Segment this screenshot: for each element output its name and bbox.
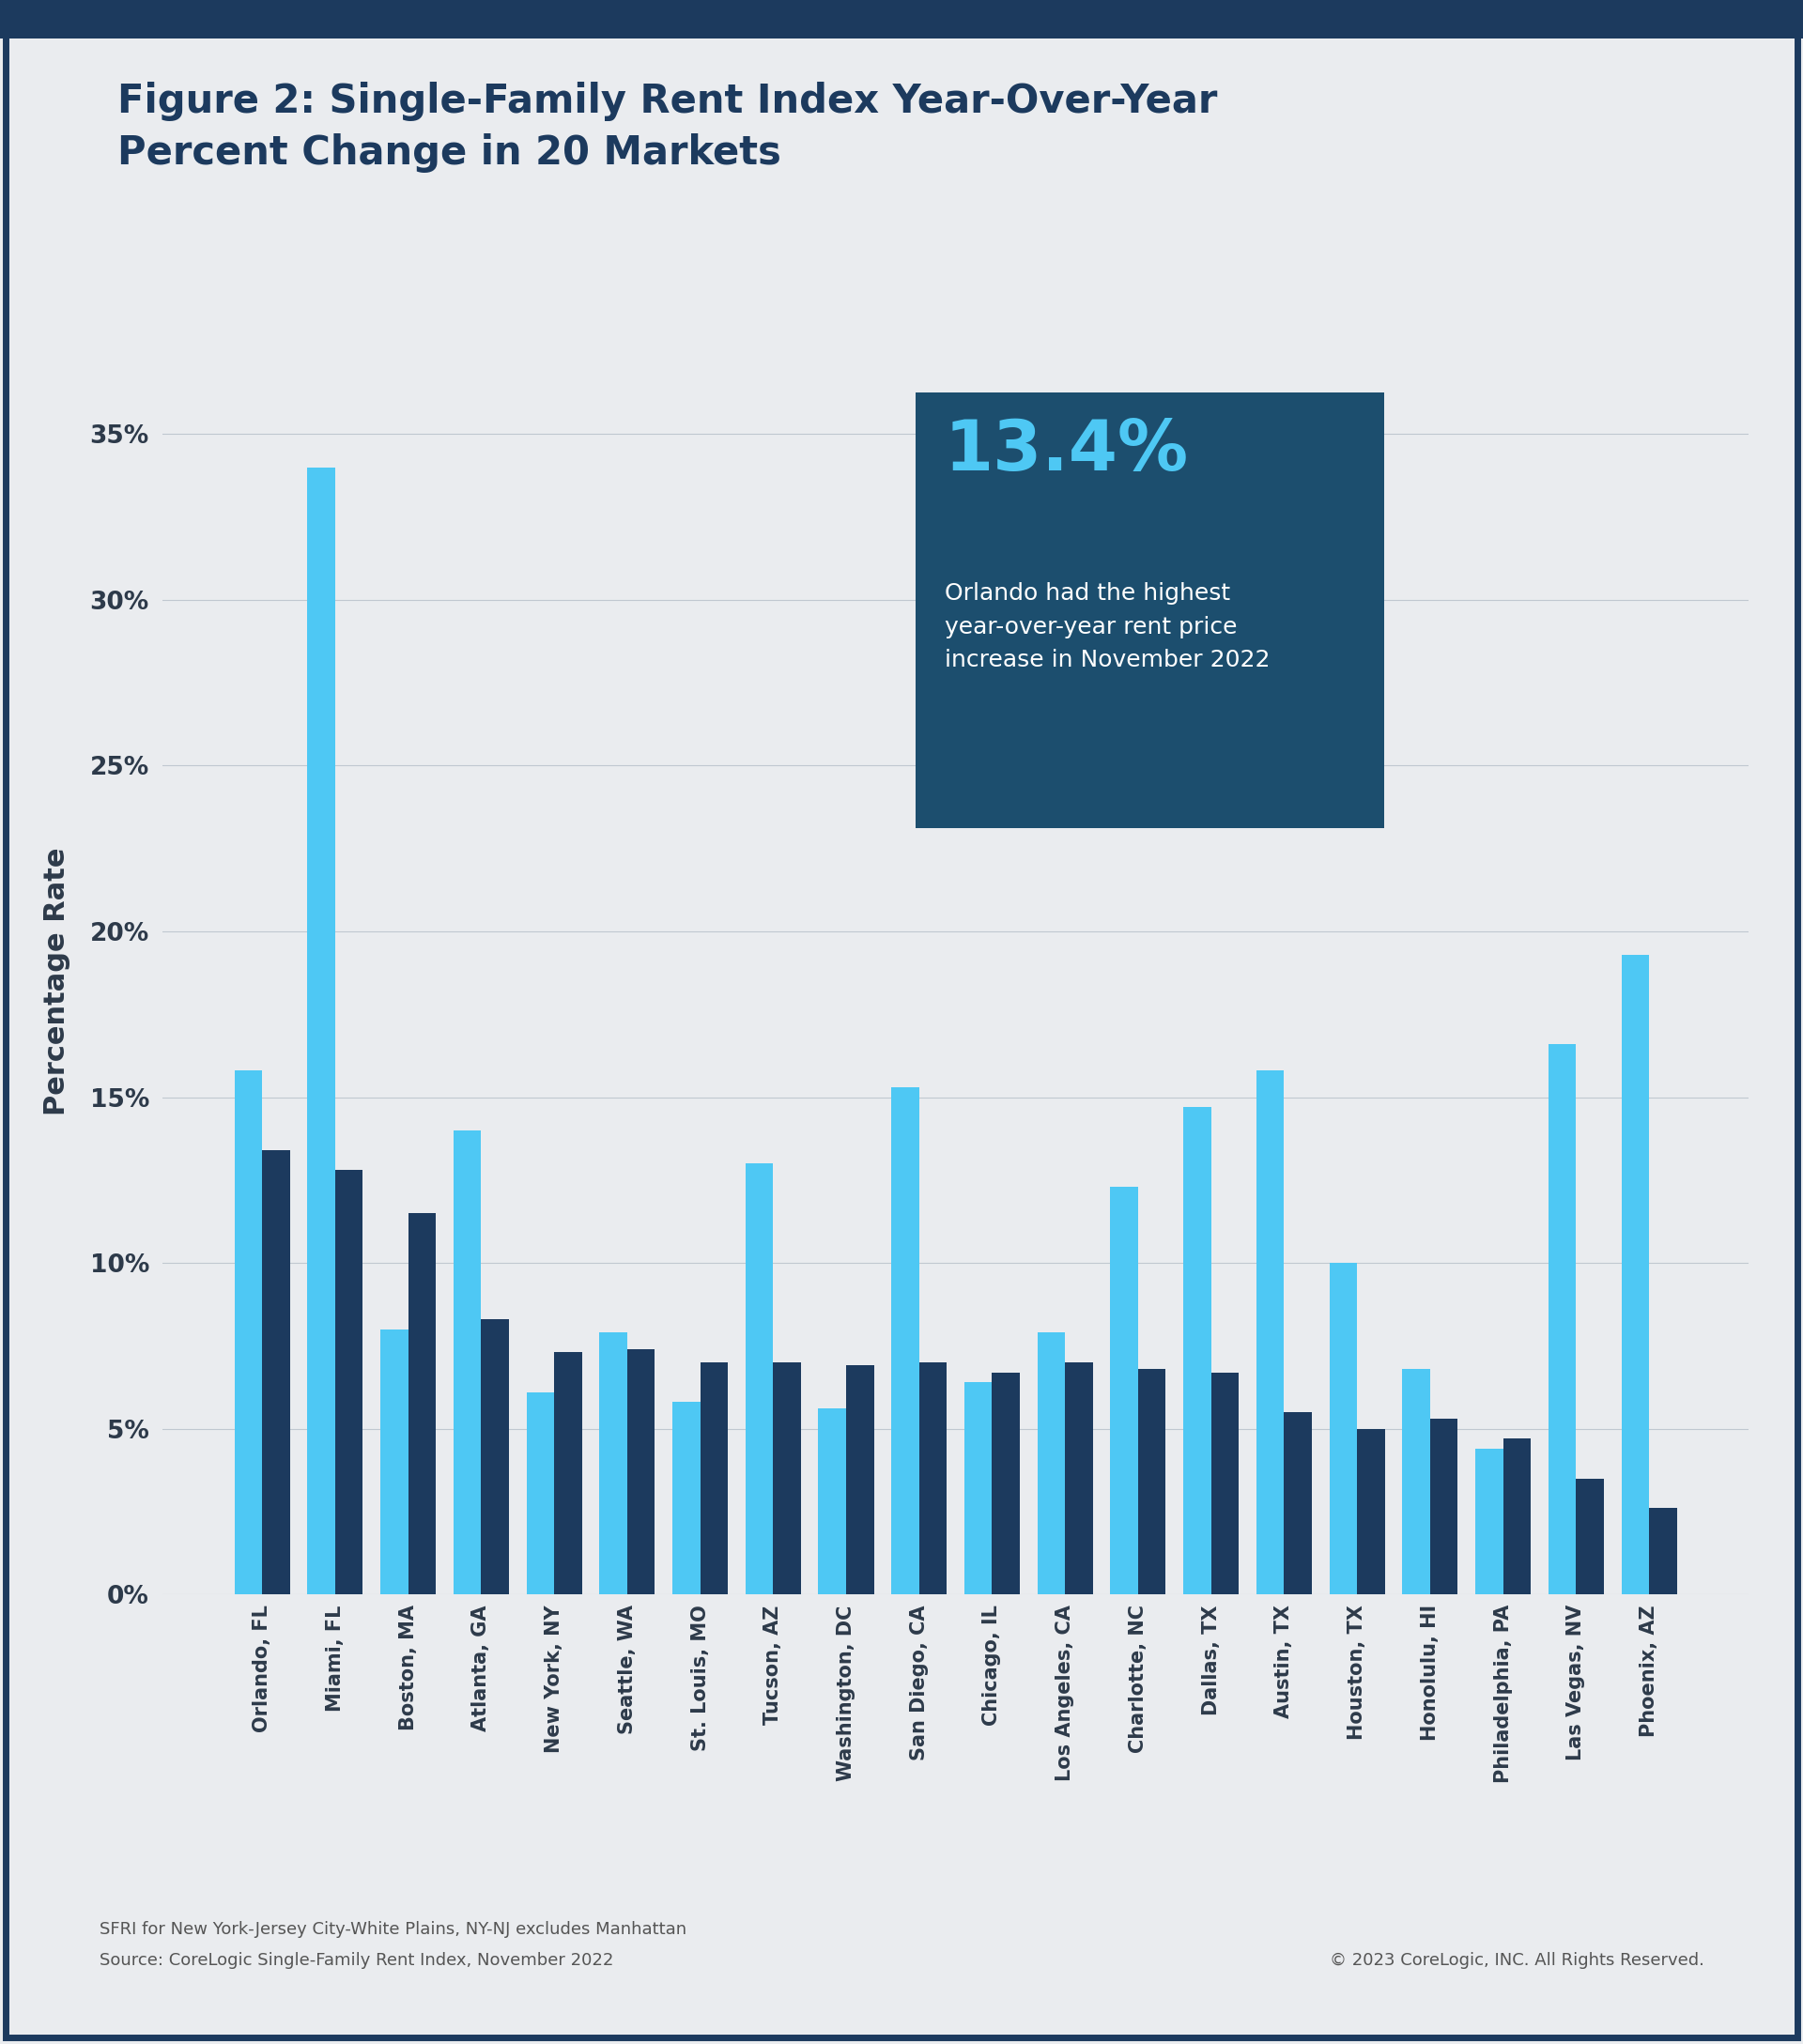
Bar <box>380 1329 407 1594</box>
Bar <box>1183 1108 1212 1594</box>
Text: Orlando had the highest
year-over-year rent price
increase in November 2022: Orlando had the highest year-over-year r… <box>945 583 1269 672</box>
Bar <box>1138 1369 1167 1594</box>
Bar <box>1403 1369 1430 1594</box>
Bar <box>992 1372 1020 1594</box>
Bar <box>1111 1188 1138 1594</box>
Bar <box>1037 1333 1066 1594</box>
Bar <box>819 1408 846 1594</box>
Bar <box>1475 1449 1504 1594</box>
Bar <box>846 1365 874 1594</box>
Bar <box>1549 1044 1576 1594</box>
Bar <box>599 1333 627 1594</box>
Bar <box>554 1353 582 1594</box>
Text: 13.4%: 13.4% <box>945 417 1188 486</box>
Bar <box>453 1130 481 1594</box>
Bar <box>1329 1263 1358 1594</box>
Bar <box>335 1169 362 1594</box>
Y-axis label: Percentage Rate: Percentage Rate <box>43 846 70 1116</box>
Bar <box>673 1402 700 1594</box>
Bar <box>1504 1439 1531 1594</box>
Bar <box>1430 1419 1459 1594</box>
Bar <box>526 1392 554 1594</box>
Bar <box>1257 1071 1284 1594</box>
Bar <box>1358 1429 1385 1594</box>
Bar <box>1650 1508 1677 1594</box>
Bar <box>1066 1361 1093 1594</box>
Bar <box>1621 955 1650 1594</box>
Bar <box>407 1214 436 1594</box>
Text: SFRI for New York-Jersey City-White Plains, NY-NJ excludes Manhattan: SFRI for New York-Jersey City-White Plai… <box>99 1921 687 1938</box>
Bar <box>307 468 335 1594</box>
Text: Source: CoreLogic Single-Family Rent Index, November 2022: Source: CoreLogic Single-Family Rent Ind… <box>99 1952 613 1968</box>
FancyBboxPatch shape <box>916 392 1385 828</box>
Bar <box>1212 1372 1239 1594</box>
Bar <box>234 1071 261 1594</box>
Bar <box>745 1163 773 1594</box>
Text: © 2023 CoreLogic, INC. All Rights Reserved.: © 2023 CoreLogic, INC. All Rights Reserv… <box>1329 1952 1704 1968</box>
Bar <box>1284 1412 1313 1594</box>
Bar <box>261 1151 290 1594</box>
Bar <box>773 1361 801 1594</box>
Text: Percent Change in 20 Markets: Percent Change in 20 Markets <box>117 133 781 172</box>
Bar <box>481 1318 508 1594</box>
Bar <box>1576 1478 1605 1594</box>
Bar <box>965 1382 992 1594</box>
Bar <box>627 1349 654 1594</box>
Bar <box>891 1087 920 1594</box>
Bar <box>700 1361 728 1594</box>
Bar <box>920 1361 947 1594</box>
Text: Figure 2: Single-Family Rent Index Year-Over-Year: Figure 2: Single-Family Rent Index Year-… <box>117 82 1217 121</box>
